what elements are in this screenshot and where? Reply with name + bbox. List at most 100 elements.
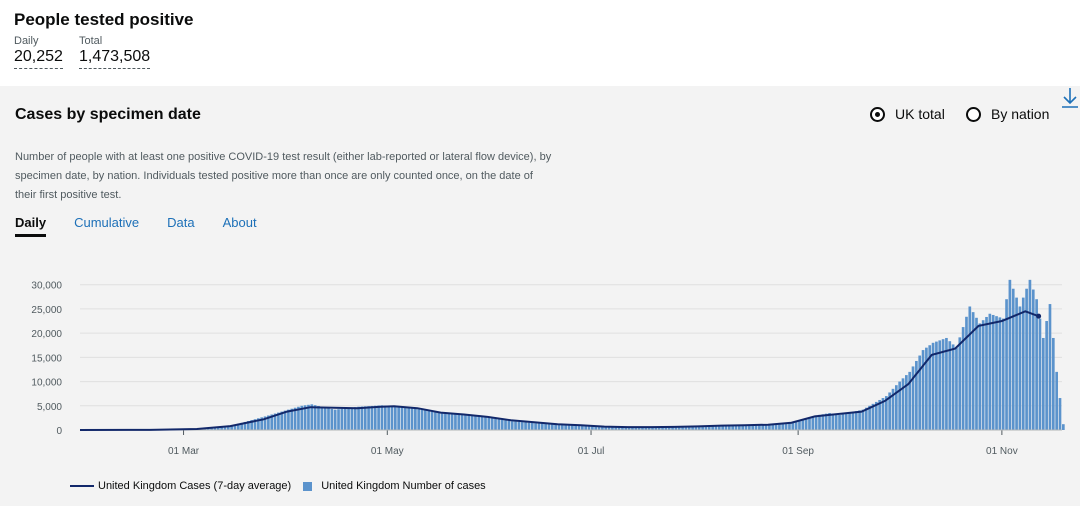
tab-data[interactable]: Data <box>167 215 195 230</box>
bar <box>761 424 765 430</box>
bar <box>938 340 942 430</box>
bar <box>631 426 634 430</box>
bar <box>965 316 968 430</box>
bar <box>544 423 547 430</box>
bar <box>838 414 841 430</box>
radio-by-nation[interactable]: By nation <box>966 106 1049 122</box>
bar <box>497 419 501 430</box>
bar <box>380 405 384 430</box>
bar <box>614 426 618 430</box>
bar <box>520 422 524 430</box>
bar <box>444 413 447 430</box>
bar <box>427 411 431 430</box>
bar <box>460 414 464 430</box>
bar <box>808 417 811 430</box>
bar <box>961 327 965 430</box>
bar <box>457 414 461 430</box>
cases-chart: 30,000 25,000 20,000 15,000 10,000 5,000 0 01 M… <box>31 279 1065 457</box>
bar <box>240 422 243 430</box>
bar <box>397 406 400 430</box>
bar <box>604 426 608 430</box>
bar <box>951 344 955 430</box>
bar <box>450 413 454 430</box>
bar <box>357 406 360 430</box>
bar <box>504 420 507 430</box>
bar <box>731 425 734 430</box>
bar <box>327 408 330 430</box>
bar <box>794 421 798 430</box>
bar <box>434 412 437 430</box>
bar <box>230 425 233 430</box>
bar <box>447 413 451 430</box>
bar <box>607 426 611 430</box>
bar <box>651 427 654 430</box>
bar <box>1011 288 1015 430</box>
bar <box>1025 288 1028 430</box>
bar <box>968 306 972 430</box>
bar <box>337 409 340 430</box>
bar <box>804 418 808 430</box>
chart-legend: United Kingdom Cases (7-day average) Uni… <box>70 480 486 492</box>
tab-cumulative[interactable]: Cumulative <box>74 215 140 230</box>
bar <box>821 414 825 430</box>
bar <box>721 425 724 430</box>
radio-uk-total[interactable]: UK total <box>870 106 945 122</box>
bar <box>517 421 521 430</box>
bar <box>734 425 738 430</box>
bar <box>868 405 871 430</box>
bar <box>844 413 848 430</box>
legend-bar-swatch <box>303 481 313 491</box>
bar <box>905 375 908 430</box>
bar <box>758 424 761 430</box>
bar <box>911 366 915 430</box>
bar <box>748 424 751 430</box>
bar <box>888 392 891 430</box>
bar <box>1035 299 1038 430</box>
x-tick-label: 01 May <box>371 446 404 457</box>
bar <box>213 427 217 430</box>
bar <box>343 408 347 430</box>
bar <box>798 420 801 430</box>
daily-value[interactable]: 20,252 <box>14 48 63 69</box>
bar <box>537 423 541 430</box>
bar <box>661 426 664 430</box>
total-value[interactable]: 1,473,508 <box>79 48 151 69</box>
bar <box>667 426 671 430</box>
bar <box>644 427 648 430</box>
bar <box>273 413 277 430</box>
bar <box>1051 337 1055 430</box>
bar <box>744 424 748 430</box>
bar <box>781 423 785 430</box>
bar <box>534 423 537 430</box>
bar <box>303 405 307 430</box>
bar <box>340 408 344 430</box>
bar <box>310 404 314 430</box>
bar <box>594 426 598 430</box>
bar <box>1018 306 1022 430</box>
tab-daily[interactable]: Daily <box>15 215 47 237</box>
bar <box>784 423 788 430</box>
bar <box>257 418 260 430</box>
bar <box>908 371 912 430</box>
bar <box>377 405 380 430</box>
bar <box>995 316 998 430</box>
bar <box>724 425 728 430</box>
bar <box>540 423 544 430</box>
tab-about[interactable]: About <box>222 215 257 230</box>
bar <box>323 407 327 430</box>
bar <box>657 426 661 430</box>
bar <box>654 427 658 430</box>
bar <box>220 426 223 430</box>
bar <box>527 422 531 430</box>
bar <box>567 424 571 430</box>
bar <box>560 424 564 430</box>
bar <box>687 426 691 430</box>
bar <box>641 426 644 430</box>
bar <box>247 421 250 430</box>
bar <box>494 418 497 430</box>
download-icon[interactable] <box>1060 86 1080 110</box>
bar <box>704 425 708 430</box>
bar <box>410 408 414 430</box>
y-tick-label: 25,000 <box>31 305 62 316</box>
bar <box>637 426 641 430</box>
